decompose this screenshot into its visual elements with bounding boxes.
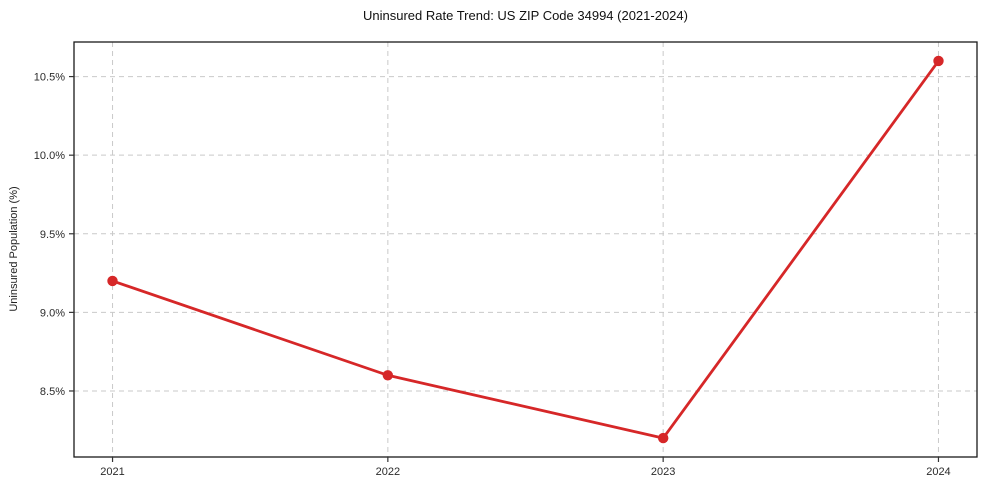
y-tick-label: 10.0% xyxy=(34,150,65,162)
trend-line xyxy=(111,59,940,440)
data-point-marker xyxy=(933,55,944,67)
data-point-marker xyxy=(382,370,393,381)
y-tick-label: 8.5% xyxy=(40,386,65,398)
x-tick-label: 2022 xyxy=(376,466,400,478)
plot-frame xyxy=(73,41,978,458)
y-tick-label: 10.5% xyxy=(34,72,65,84)
data-point-marker xyxy=(107,275,118,287)
x-tick-label: 2021 xyxy=(100,466,124,478)
chart-title: Uninsured Rate Trend: US ZIP Code 34994 … xyxy=(363,8,688,23)
y-tick-label: 9.5% xyxy=(40,229,65,241)
x-tick-label: 2023 xyxy=(651,466,675,478)
y-tick-label: 9.0% xyxy=(40,307,65,319)
x-tick-label: 2024 xyxy=(926,466,950,478)
data-point-marker xyxy=(658,432,669,444)
